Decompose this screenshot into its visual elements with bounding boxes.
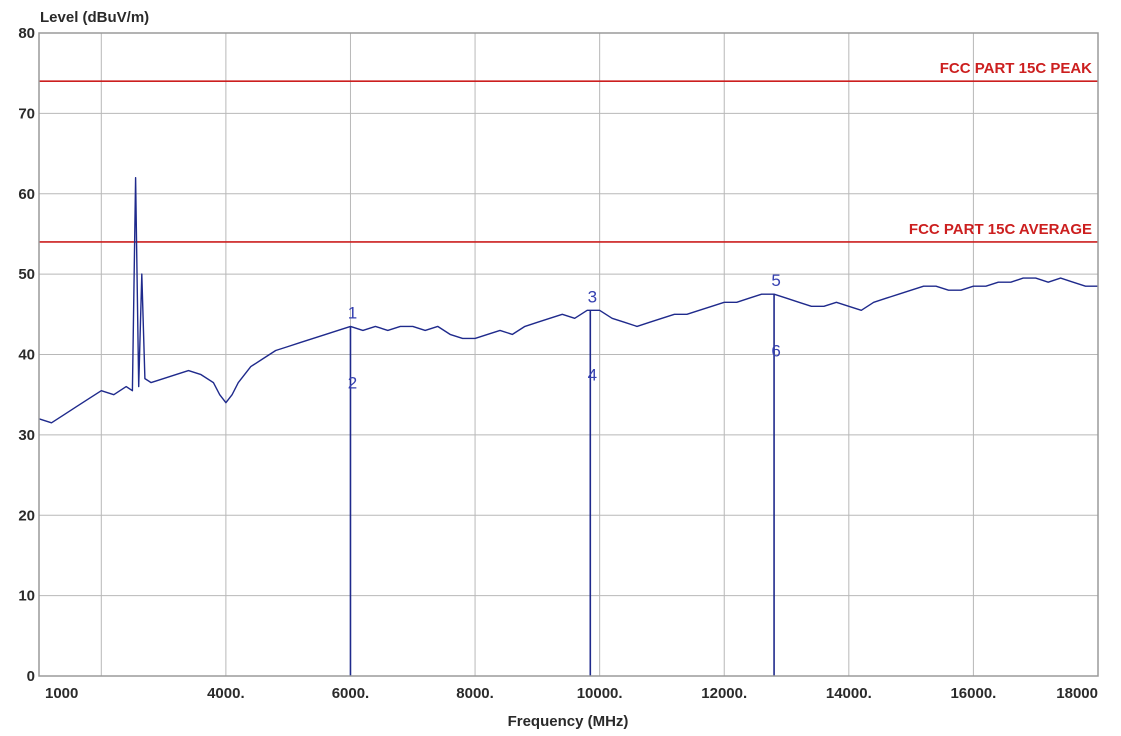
limit-line-label: FCC PART 15C AVERAGE [909,221,1092,238]
y-tick-label: 70 [18,105,35,122]
y-tick-label: 30 [18,427,35,444]
x-tick-label: 10000. [577,685,623,702]
x-tick-label: 12000. [701,685,747,702]
x-tick-label: 16000. [950,685,996,702]
grid [39,33,1098,676]
x-axis-title: Frequency (MHz) [508,713,629,730]
y-axis-title: Level (dBuV/m) [40,9,149,26]
y-ticks: 0 10 20 30 40 50 60 70 80 [18,25,35,685]
marker-label: 4 [588,366,597,385]
x-tick-label: 6000. [332,685,370,702]
limit-lines: FCC PART 15C PEAK FCC PART 15C AVERAGE [39,60,1098,243]
series-line [38,177,1098,424]
y-tick-label: 80 [18,25,35,42]
y-tick-label: 60 [18,186,35,203]
x-tick-label: 1000 [45,685,78,702]
plot-frame [38,32,1099,677]
y-tick-label: 0 [27,668,35,685]
marker-label: 3 [588,287,597,306]
marker-label: 6 [771,341,780,360]
marker-label: 2 [348,374,357,393]
y-tick-label: 40 [18,347,35,364]
series [38,177,1098,424]
x-tick-label: 14000. [826,685,872,702]
x-ticks: 1000 4000. 6000. 8000. 10000. 12000. 14000. 160… [45,685,1098,702]
x-tick-label: 18000 [1056,685,1098,702]
x-tick-label: 8000. [456,685,494,702]
marker-label: 5 [771,271,780,290]
y-tick-label: 20 [18,507,35,524]
y-tick-label: 50 [18,266,35,283]
markers: 1 2 3 4 5 6 [348,271,781,676]
limit-line-label: FCC PART 15C PEAK [940,60,1092,77]
x-tick-label: 4000. [207,685,245,702]
y-tick-label: 10 [18,588,35,605]
marker-label: 1 [348,303,357,322]
